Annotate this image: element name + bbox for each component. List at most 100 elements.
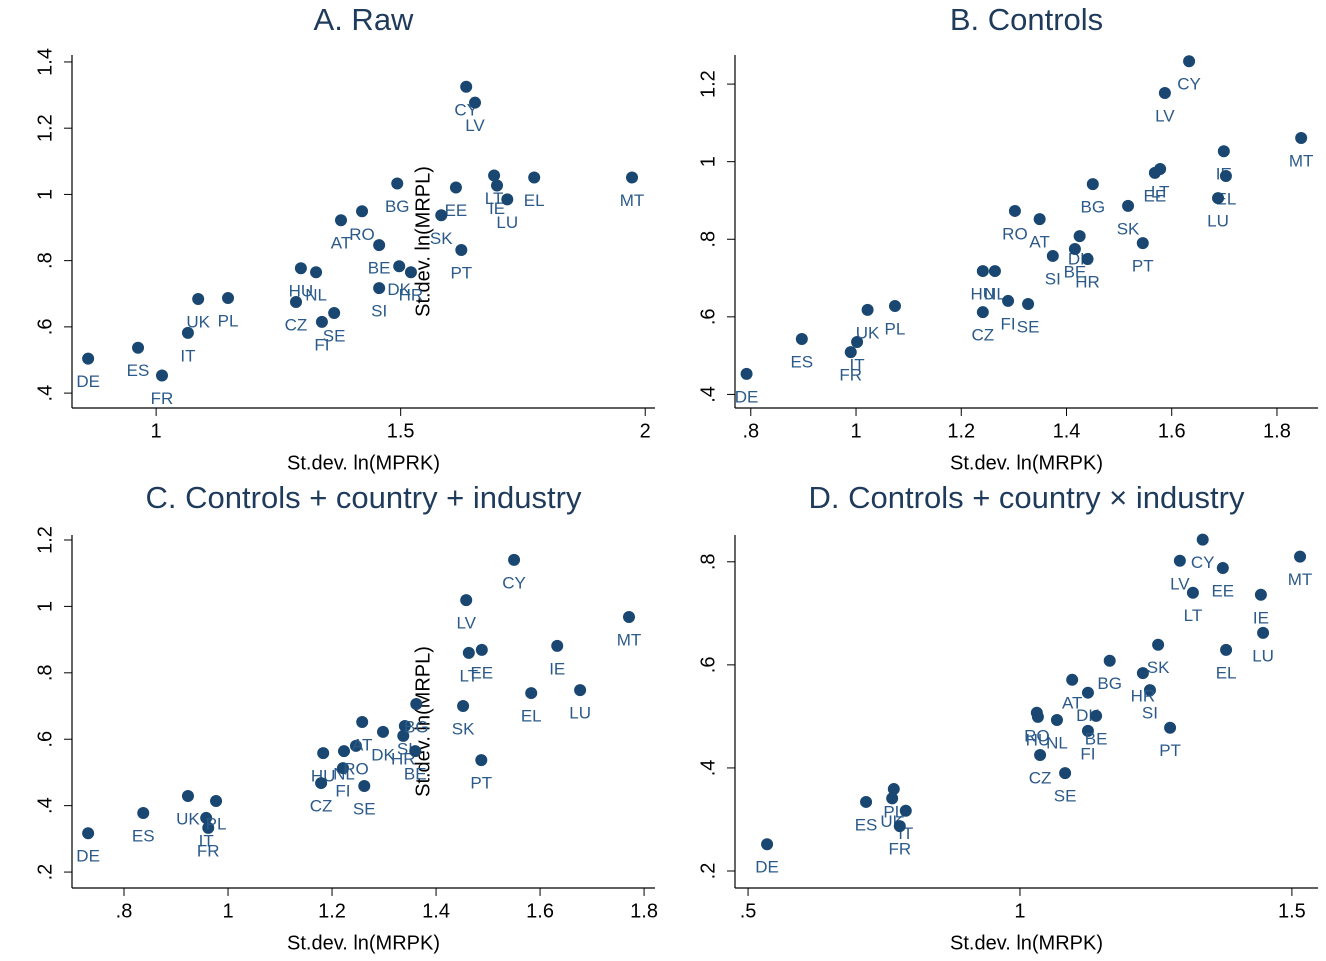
x-tick-label: 1 bbox=[850, 420, 861, 442]
y-tick-label: 1.2 bbox=[34, 526, 56, 554]
point-label: PL bbox=[218, 312, 239, 331]
point-label: IT bbox=[180, 346, 195, 365]
point bbox=[294, 262, 307, 275]
point bbox=[137, 806, 150, 819]
point bbox=[397, 729, 410, 742]
point-label: IT bbox=[850, 356, 865, 375]
y-tick-label: .6 bbox=[34, 319, 56, 336]
point bbox=[1217, 145, 1230, 158]
x-tick-label: .8 bbox=[116, 900, 133, 922]
point-label: BG bbox=[404, 718, 429, 737]
y-tick-label: .6 bbox=[697, 657, 719, 674]
point-label: BG bbox=[1081, 198, 1106, 217]
point bbox=[290, 296, 303, 309]
point bbox=[1164, 721, 1177, 734]
point-label: SK bbox=[430, 229, 453, 248]
point-label: FR bbox=[197, 841, 220, 860]
point-label: SE bbox=[1054, 787, 1077, 806]
point bbox=[222, 292, 235, 305]
point-label: BG bbox=[385, 197, 410, 216]
point-label: HR bbox=[1075, 273, 1100, 292]
point bbox=[335, 214, 348, 227]
point bbox=[1143, 684, 1156, 697]
point-label: MT bbox=[1289, 151, 1314, 170]
point bbox=[373, 239, 386, 252]
point bbox=[886, 792, 899, 805]
point bbox=[317, 747, 330, 760]
point-label: PL bbox=[885, 319, 906, 338]
point bbox=[1022, 298, 1035, 311]
point bbox=[1294, 550, 1307, 563]
point-label: LV bbox=[456, 614, 476, 633]
point bbox=[893, 820, 906, 833]
point-label: LV bbox=[1170, 574, 1190, 593]
point-label: ES bbox=[855, 815, 878, 834]
point bbox=[1090, 709, 1103, 722]
point-label: EE bbox=[445, 201, 468, 220]
point bbox=[1219, 170, 1232, 183]
point bbox=[622, 611, 635, 624]
point bbox=[1008, 204, 1021, 217]
point bbox=[795, 332, 808, 345]
y-tick-label: 1 bbox=[697, 156, 719, 167]
point bbox=[82, 352, 95, 365]
point bbox=[1059, 767, 1072, 780]
x-tick-label: 1.2 bbox=[318, 900, 346, 922]
point bbox=[1220, 643, 1233, 656]
point bbox=[1081, 686, 1094, 699]
point bbox=[1257, 626, 1270, 639]
x-tick-label: 1.8 bbox=[630, 900, 658, 922]
point bbox=[337, 745, 350, 758]
point bbox=[356, 715, 369, 728]
point bbox=[457, 700, 470, 713]
point-label: PT bbox=[450, 264, 472, 283]
point bbox=[1103, 654, 1116, 667]
point-label: AT bbox=[352, 735, 372, 754]
point-label: LT bbox=[460, 666, 479, 685]
point bbox=[1122, 199, 1135, 212]
y-tick-label: .6 bbox=[34, 731, 56, 748]
y-tick-label: .2 bbox=[697, 863, 719, 880]
point-label: AT bbox=[331, 234, 351, 253]
point-label: HR bbox=[399, 286, 424, 305]
point-label: LU bbox=[496, 213, 518, 232]
point-label: DE bbox=[76, 372, 100, 391]
point bbox=[488, 169, 501, 182]
point bbox=[1154, 163, 1167, 176]
y-tick-label: 1 bbox=[34, 189, 56, 200]
point-label: DE bbox=[755, 858, 779, 877]
x-axis-label: St.dev. ln(MRPK) bbox=[287, 932, 440, 954]
point-label: IE bbox=[489, 199, 505, 218]
point-label: LT bbox=[1151, 183, 1170, 202]
point-label: SK bbox=[1147, 658, 1170, 677]
point bbox=[373, 282, 386, 295]
point bbox=[460, 594, 473, 607]
point-label: DE bbox=[76, 847, 100, 866]
point bbox=[202, 821, 215, 834]
point bbox=[1073, 230, 1086, 243]
point bbox=[315, 315, 328, 328]
point bbox=[851, 336, 864, 349]
point bbox=[310, 266, 323, 279]
point bbox=[393, 260, 406, 273]
point-label: HR bbox=[1131, 687, 1156, 706]
point bbox=[82, 827, 95, 840]
point-label: CZ bbox=[285, 316, 308, 335]
y-tick-label: 1 bbox=[34, 601, 56, 612]
point-label: DE bbox=[735, 387, 759, 406]
point-label: CZ bbox=[310, 797, 333, 816]
point-label: ES bbox=[790, 352, 813, 371]
point-label: EE bbox=[470, 663, 493, 682]
point bbox=[1136, 237, 1149, 250]
point bbox=[469, 96, 482, 109]
x-tick-label: 1.6 bbox=[1158, 420, 1186, 442]
y-tick-label: .8 bbox=[34, 252, 56, 269]
point-label: FI bbox=[335, 782, 350, 801]
point bbox=[988, 265, 1001, 278]
point-label: FI bbox=[1080, 744, 1095, 763]
point-label: LT bbox=[485, 189, 504, 208]
point-label: SI bbox=[1142, 704, 1158, 723]
point bbox=[1066, 673, 1079, 686]
point-label: BE bbox=[368, 259, 391, 278]
point bbox=[861, 303, 874, 316]
